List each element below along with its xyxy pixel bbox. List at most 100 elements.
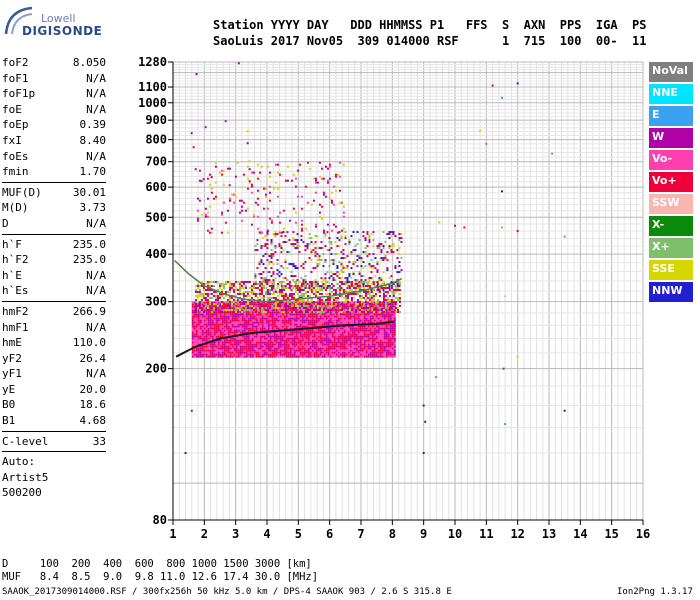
echo-point <box>194 302 197 305</box>
echo-point <box>342 163 345 166</box>
echo-point <box>295 315 298 318</box>
echo-point <box>251 335 254 338</box>
o-mode-trace-line <box>175 320 395 358</box>
echo-point <box>336 267 339 270</box>
echo-point <box>223 311 226 314</box>
echo-point <box>253 341 256 344</box>
echo-point <box>205 351 208 354</box>
echo-point <box>330 290 333 293</box>
echo-point <box>231 317 234 320</box>
echo-point <box>328 286 331 289</box>
echo-point <box>306 243 309 246</box>
echo-point <box>195 351 198 354</box>
echo-point <box>214 308 217 311</box>
echo-point <box>191 301 194 304</box>
echo-point <box>310 298 313 301</box>
echo-point <box>309 305 312 308</box>
echo-point <box>368 253 371 256</box>
echo-point <box>258 306 261 309</box>
echo-point <box>237 319 240 322</box>
echo-point <box>313 335 316 338</box>
echo-point <box>341 317 344 320</box>
echo-point <box>329 347 332 350</box>
echo-point <box>309 331 312 334</box>
echo-point <box>260 247 263 250</box>
echo-point <box>289 353 292 356</box>
echo-point <box>193 321 196 324</box>
echo-point <box>315 315 318 318</box>
echo-point <box>385 335 388 338</box>
echo-point <box>335 335 338 338</box>
echo-point <box>262 245 265 248</box>
echo-point <box>380 287 383 290</box>
echo-point <box>344 277 347 280</box>
echo-point <box>270 267 273 270</box>
echo-point <box>301 337 304 340</box>
echo-point <box>302 298 305 301</box>
echo-point <box>268 279 271 282</box>
echo-point <box>334 308 337 311</box>
echo-point <box>327 341 330 344</box>
echo-point <box>321 337 324 340</box>
param-value: 110.0 <box>72 336 106 350</box>
echo-point <box>279 309 282 312</box>
echo-point <box>338 189 341 192</box>
param-value: 1.70 <box>79 165 107 179</box>
echo-point <box>269 325 272 328</box>
echo-point <box>293 321 296 324</box>
echo-point <box>211 351 214 354</box>
echo-point <box>219 329 222 332</box>
echo-point <box>342 280 345 283</box>
echo-point <box>307 317 310 320</box>
echo-point <box>383 335 386 338</box>
echo-point <box>202 294 205 297</box>
echo-point <box>198 302 201 305</box>
echo-point <box>375 339 378 342</box>
echo-point <box>201 315 204 318</box>
echo-point <box>203 355 206 358</box>
echo-point <box>380 277 383 280</box>
echo-point <box>274 304 277 307</box>
echo-point <box>250 284 253 287</box>
echo-point <box>365 317 368 320</box>
echo-point <box>357 335 360 338</box>
echo-point <box>227 319 230 322</box>
param-name: hmF1 <box>2 320 29 334</box>
echo-point <box>375 325 378 328</box>
echo-point <box>285 327 288 330</box>
echo-point <box>219 315 222 318</box>
echo-point <box>389 347 392 350</box>
echo-point <box>275 351 278 354</box>
echo-point <box>387 355 390 358</box>
echo-point <box>249 343 252 346</box>
echo-point <box>250 306 253 309</box>
echo-point <box>291 341 294 344</box>
echo-point <box>393 303 396 306</box>
echo-point <box>369 335 372 338</box>
echo-point <box>229 313 232 316</box>
echo-point <box>206 308 209 311</box>
echo-point <box>200 294 203 297</box>
echo-point <box>237 335 240 338</box>
echo-point <box>363 335 366 338</box>
echo-point <box>378 306 381 309</box>
echo-point <box>203 321 206 324</box>
echo-point <box>208 296 211 299</box>
echo-point <box>199 353 202 356</box>
echo-point <box>255 305 258 308</box>
echo-point <box>303 325 306 328</box>
echo-point <box>388 233 391 236</box>
echo-point <box>191 333 194 336</box>
echo-point <box>205 333 208 336</box>
echo-point <box>315 351 318 354</box>
echo-point <box>315 329 318 332</box>
echo-point <box>326 306 329 309</box>
echo-point <box>279 321 282 324</box>
echo-point <box>368 298 371 301</box>
echo-point <box>232 193 235 196</box>
echo-point <box>280 310 283 313</box>
echo-point <box>304 306 307 309</box>
echo-point <box>344 280 347 283</box>
echo-point <box>242 286 245 289</box>
echo-point <box>315 323 318 326</box>
